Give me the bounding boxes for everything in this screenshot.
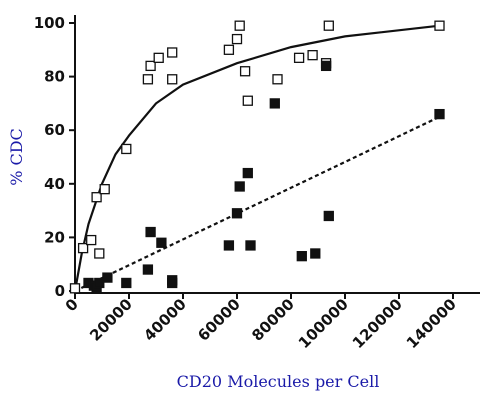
marker	[234, 181, 245, 192]
marker	[121, 143, 132, 155]
marker	[167, 277, 178, 289]
x-tick-label: 100000	[295, 295, 352, 352]
x-tick-label: 140000	[403, 295, 460, 352]
marker	[231, 208, 243, 219]
marker	[102, 272, 113, 283]
marker	[99, 184, 110, 195]
y-tick-label: 20	[44, 228, 65, 246]
fit-line	[73, 24, 440, 292]
x-tick-label: 40000	[140, 295, 190, 345]
marker	[231, 33, 243, 45]
marker	[91, 192, 102, 203]
y-tick-label: 0	[55, 282, 65, 300]
x-tick-label: 120000	[349, 295, 406, 352]
marker	[320, 60, 332, 72]
y-tick-label: 60	[44, 121, 65, 139]
y-tick-label: 40	[44, 175, 65, 193]
x-axis-title: CD20 Molecules per Cell	[177, 372, 380, 391]
marker	[94, 248, 105, 259]
x-tick-label: 20000	[86, 295, 136, 345]
marker	[223, 240, 235, 251]
marker	[293, 52, 305, 63]
marker	[142, 74, 154, 85]
marker	[234, 20, 245, 31]
marker	[239, 66, 251, 77]
marker	[434, 108, 445, 120]
marker	[307, 50, 318, 61]
marker	[153, 52, 164, 63]
marker	[223, 44, 235, 55]
y-tick-label: 100	[34, 14, 65, 32]
marker	[323, 210, 334, 222]
x-tick-label: 80000	[248, 295, 298, 345]
y-axis-title: % CDC	[7, 128, 26, 186]
marker	[156, 237, 167, 248]
marker	[167, 47, 178, 58]
marker	[94, 277, 105, 289]
x-tick-label: 0	[62, 295, 82, 315]
marker	[121, 277, 132, 289]
fit-line	[74, 115, 440, 292]
marker	[69, 283, 81, 294]
marker	[77, 242, 89, 254]
marker	[296, 251, 307, 262]
marker	[145, 226, 156, 238]
marker	[167, 74, 178, 85]
marker	[86, 234, 97, 246]
marker	[272, 74, 283, 85]
marker	[145, 60, 156, 72]
marker	[142, 264, 154, 275]
marker	[269, 98, 280, 109]
marker	[310, 248, 321, 259]
y-tick-label: 80	[44, 68, 65, 86]
x-tick-label: 60000	[194, 295, 244, 345]
marker	[245, 240, 256, 251]
marker	[242, 167, 253, 179]
marker	[434, 20, 445, 31]
marker	[323, 20, 334, 31]
marker	[242, 95, 253, 106]
